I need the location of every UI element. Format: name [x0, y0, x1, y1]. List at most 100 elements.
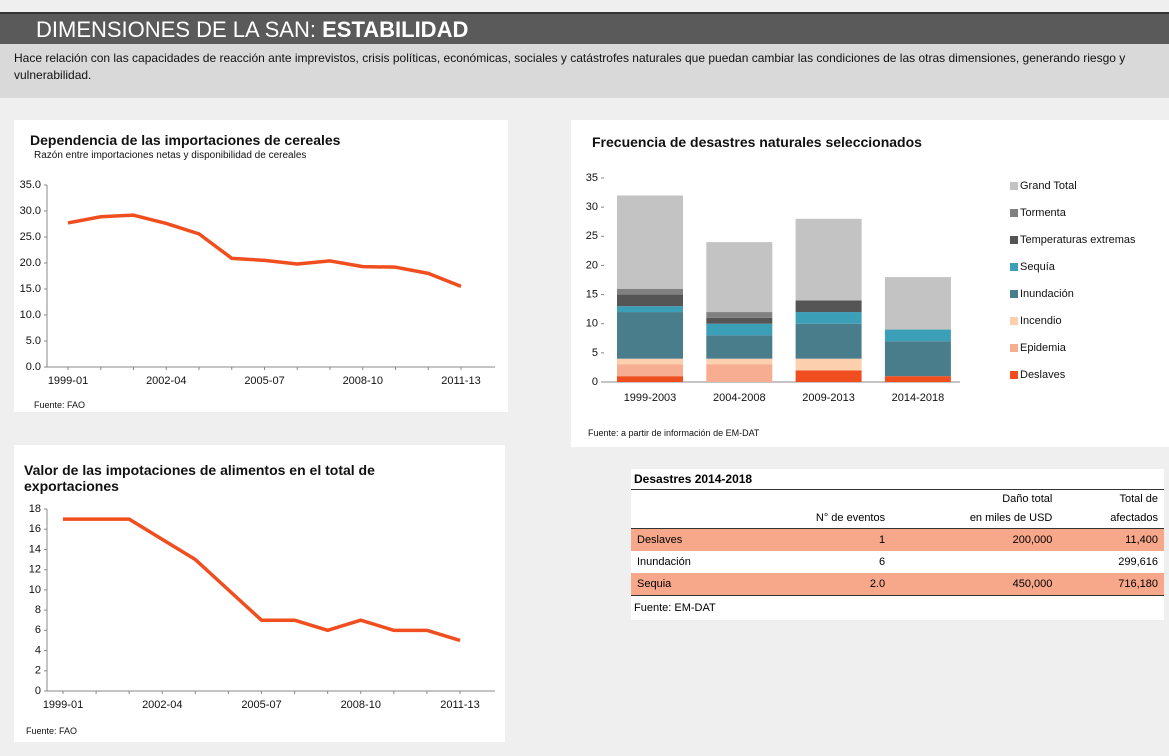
table-cell: 450,000 — [1012, 578, 1053, 590]
table-cell: Daño total — [1002, 493, 1053, 505]
legend-label: Incendio — [1020, 315, 1062, 327]
x-tick-label: 2008-10 — [343, 375, 383, 387]
y-tick-label: 18 — [29, 503, 41, 515]
x-tick-label: 1999-01 — [48, 375, 88, 387]
y-tick-label: 16 — [29, 523, 41, 535]
x-tick-label: 2009-2013 — [802, 392, 855, 404]
table-cell — [891, 551, 1058, 573]
table-cell: Total de — [1119, 493, 1158, 505]
bar-segment — [617, 195, 683, 289]
bar-segment — [706, 317, 773, 324]
bar-segment — [795, 323, 862, 359]
bar-segment — [706, 335, 773, 359]
table-row: Inundación 6 299,616 — [631, 551, 1164, 573]
legend-swatch — [1010, 371, 1018, 379]
legend-label: Sequía — [1020, 261, 1056, 273]
line — [63, 517, 461, 643]
bar-segment — [706, 323, 773, 336]
x-tick-label: 2004-2008 — [713, 392, 766, 404]
y-tick-label: 2 — [35, 665, 41, 677]
x-tick-label: 2002-04 — [146, 375, 186, 387]
bar-segment — [617, 376, 683, 382]
y-tick-label: 35.0 — [20, 179, 41, 191]
bar-segment — [706, 312, 773, 318]
table-row: Daño total Total de — [631, 490, 1164, 508]
line — [67, 213, 462, 289]
y-tick-label: 30 — [586, 201, 598, 213]
table-cell: 716,180 — [1118, 578, 1158, 590]
source: Fuente: FAO — [34, 400, 86, 410]
bar-segment — [617, 312, 683, 359]
legend-label: Tormenta — [1020, 207, 1067, 219]
bar-segment — [795, 300, 862, 313]
x-tick-label: 2011-13 — [440, 699, 480, 711]
y-tick-label: 25.0 — [20, 231, 41, 243]
table-row: N° de eventos en miles de USD afectados — [631, 508, 1164, 529]
legend-swatch — [1010, 236, 1018, 244]
bar-segment — [617, 358, 683, 365]
panel — [14, 120, 508, 412]
table-cell: N° de eventos — [747, 508, 892, 529]
table-cell: 2.0 — [869, 578, 886, 590]
table-cell: Inundación — [637, 556, 691, 568]
source: Fuente: FAO — [26, 726, 78, 736]
y-tick-label: 5.0 — [26, 335, 41, 347]
table-row: Sequia 2.0 450,000 716,180 — [631, 573, 1164, 595]
table-row: Deslaves 1 200,000 11,400 — [631, 528, 1164, 551]
y-tick-label: 5 — [592, 347, 598, 359]
x-tick-label: 1999-01 — [43, 699, 83, 711]
table-cell: en miles de USD — [891, 508, 1059, 529]
header-title: DIMENSIONES DE LA SAN: — [36, 17, 316, 42]
header-emphasis: ESTABILIDAD — [322, 17, 469, 42]
legend-swatch — [1010, 263, 1018, 271]
y-tick-label: 30.0 — [20, 205, 41, 217]
table-cell: Sequia — [637, 578, 672, 590]
table: Daño total Total de N° de eventos en miles … — [631, 490, 1164, 595]
header: DIMENSIONES DE LA SAN: ESTABILIDAD — [0, 12, 1169, 44]
table-cell: 1 — [878, 534, 886, 546]
bar-segment — [617, 306, 683, 313]
y-tick-label: 12 — [29, 564, 41, 576]
source: Fuente: a partir de información de EM-DA… — [588, 428, 760, 438]
x-tick-label: 2002-04 — [142, 699, 182, 711]
y-tick-label: 0 — [592, 376, 598, 388]
y-tick-label: 15.0 — [20, 283, 41, 295]
table-cell: 11,400 — [1125, 534, 1158, 546]
y-tick-label: 6 — [35, 624, 41, 636]
table-cell — [747, 490, 891, 508]
chart-title: Valor de las impotaciones de alimentos e… — [24, 462, 375, 494]
y-tick-label: 10 — [586, 318, 598, 330]
y-tick-label: 8 — [35, 604, 41, 616]
bar-segment — [795, 358, 862, 371]
table-title: Desastres 2014-2018 — [631, 469, 1164, 490]
description: Hace relación con las capacidades de rea… — [0, 44, 1169, 98]
y-tick-label: 20.0 — [20, 257, 41, 269]
table-cell: Deslaves — [637, 534, 683, 546]
table-cell: afectados — [1058, 508, 1164, 529]
x-tick-label: 1999-2003 — [624, 392, 677, 404]
chart-title: Dependencia de las importaciones de cere… — [30, 132, 341, 148]
y-tick-label: 0.0 — [26, 361, 41, 373]
table-cell: 299,616 — [1118, 556, 1158, 568]
y-tick-label: 15 — [586, 288, 598, 300]
bar-segment — [884, 329, 951, 342]
legend-swatch — [1010, 344, 1018, 352]
y-tick-label: 10.0 — [20, 309, 41, 321]
chart-title: Frecuencia de desastres naturales selecc… — [592, 134, 922, 150]
bar-segment — [617, 288, 683, 295]
legend-label: Inundación — [1020, 288, 1074, 300]
legend-swatch — [1010, 209, 1018, 217]
bar-segment — [706, 358, 773, 365]
y-tick-label: 0 — [35, 685, 41, 697]
bar-segment — [706, 242, 773, 313]
bar-segment — [795, 312, 862, 324]
legend-label: Deslaves — [1020, 369, 1066, 381]
y-tick-label: 4 — [35, 644, 41, 656]
x-tick-label: 2008-10 — [341, 699, 381, 711]
legend-label: Temperaturas extremas — [1020, 234, 1136, 246]
legend-label: Epidemia — [1020, 342, 1067, 354]
x-tick-label: 2005-07 — [241, 699, 281, 711]
bar-segment — [884, 376, 951, 382]
